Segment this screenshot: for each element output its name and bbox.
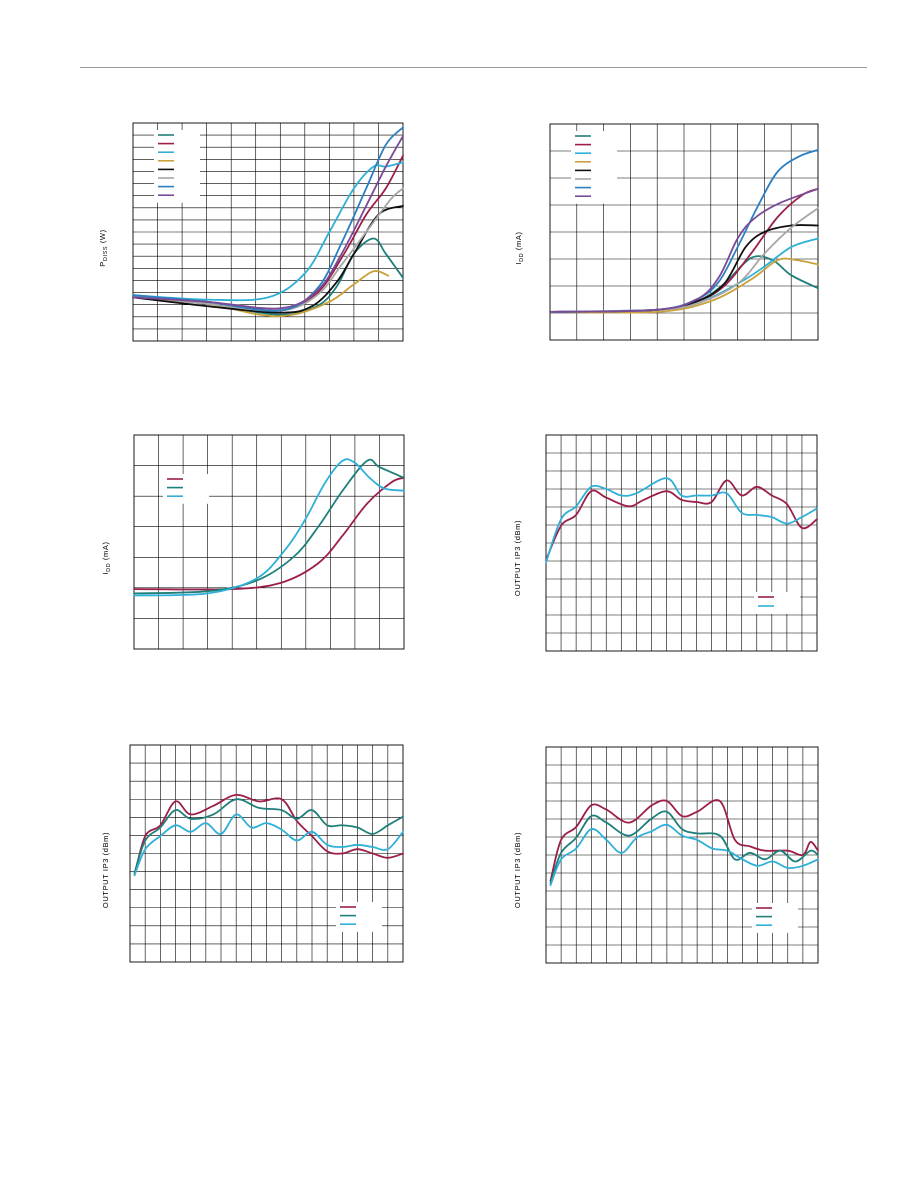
series-line-2: [133, 458, 405, 595]
grid: [546, 435, 817, 651]
series-line-6: [132, 187, 404, 312]
series-line-2: [549, 810, 819, 884]
series-line-1: [132, 237, 404, 316]
y-axis-label-unit: (mA): [514, 231, 523, 252]
grid: [546, 747, 818, 963]
series-line-2: [545, 477, 818, 564]
series-line-2: [133, 798, 404, 874]
chart-output-ip3-b: OUTPUT IP3 (dBm): [101, 744, 404, 963]
chart-power-dissipation: PDISS (W): [100, 122, 404, 342]
legend: [754, 592, 800, 614]
series-line-8: [549, 187, 819, 313]
y-axis-label: OUTPUT IP3 (dBm): [513, 520, 522, 596]
grid: [134, 435, 404, 649]
y-axis-label-main: I: [101, 572, 110, 575]
plot-frame: [549, 123, 819, 341]
legend: [163, 474, 209, 504]
series-line-4: [549, 257, 819, 314]
y-axis-label: IDD (mA): [514, 231, 525, 264]
series-line-1: [133, 793, 404, 877]
y-axis-label-unit: (mA): [101, 541, 110, 562]
chart-supply-current: IDD (mA): [514, 123, 819, 341]
y-axis-label-main: P: [100, 261, 107, 267]
y-axis-label-main: OUTPUT IP3 (dBm): [513, 520, 522, 596]
y-axis-label-main: OUTPUT IP3 (dBm): [513, 832, 522, 908]
series-line-1: [545, 479, 818, 562]
chart-output-ip3-c: OUTPUT IP3 (dBm): [513, 746, 819, 964]
legend-background: [571, 131, 617, 204]
y-axis-label: OUTPUT IP3 (dBm): [101, 832, 110, 908]
series-line-3: [549, 823, 819, 887]
y-axis-label: OUTPUT IP3 (dBm): [513, 832, 522, 908]
y-axis-label-subscript: DISS: [103, 246, 109, 261]
y-axis-label: PDISS (W): [100, 229, 109, 266]
y-axis-label-main: I: [514, 262, 523, 265]
plot-frame: [133, 434, 405, 650]
series-line-3: [132, 161, 404, 302]
plot-frame: [132, 122, 404, 342]
legend: [154, 130, 200, 203]
y-axis-label-main: OUTPUT IP3 (dBm): [101, 832, 110, 908]
series-line-1: [549, 799, 819, 882]
legend: [571, 131, 617, 204]
y-axis-label-unit: (W): [100, 229, 107, 246]
grid: [130, 745, 403, 962]
top-separator-line: [80, 67, 867, 68]
legend-background: [754, 592, 800, 614]
legend: [336, 902, 382, 932]
y-axis-label-subscript: DD: [106, 563, 112, 572]
y-axis-label-subscript: DD: [519, 253, 525, 262]
plot-frame: [545, 434, 818, 652]
legend-background: [154, 130, 200, 203]
series-line-8: [132, 135, 404, 310]
series-line-3: [133, 458, 405, 597]
legend: [752, 903, 798, 933]
y-axis-label: IDD (mA): [101, 541, 112, 574]
chart-output-ip3-a: OUTPUT IP3 (dBm): [513, 434, 818, 652]
series-line-3: [133, 813, 404, 877]
chart-supply-current-b: IDD (mA): [101, 434, 405, 650]
